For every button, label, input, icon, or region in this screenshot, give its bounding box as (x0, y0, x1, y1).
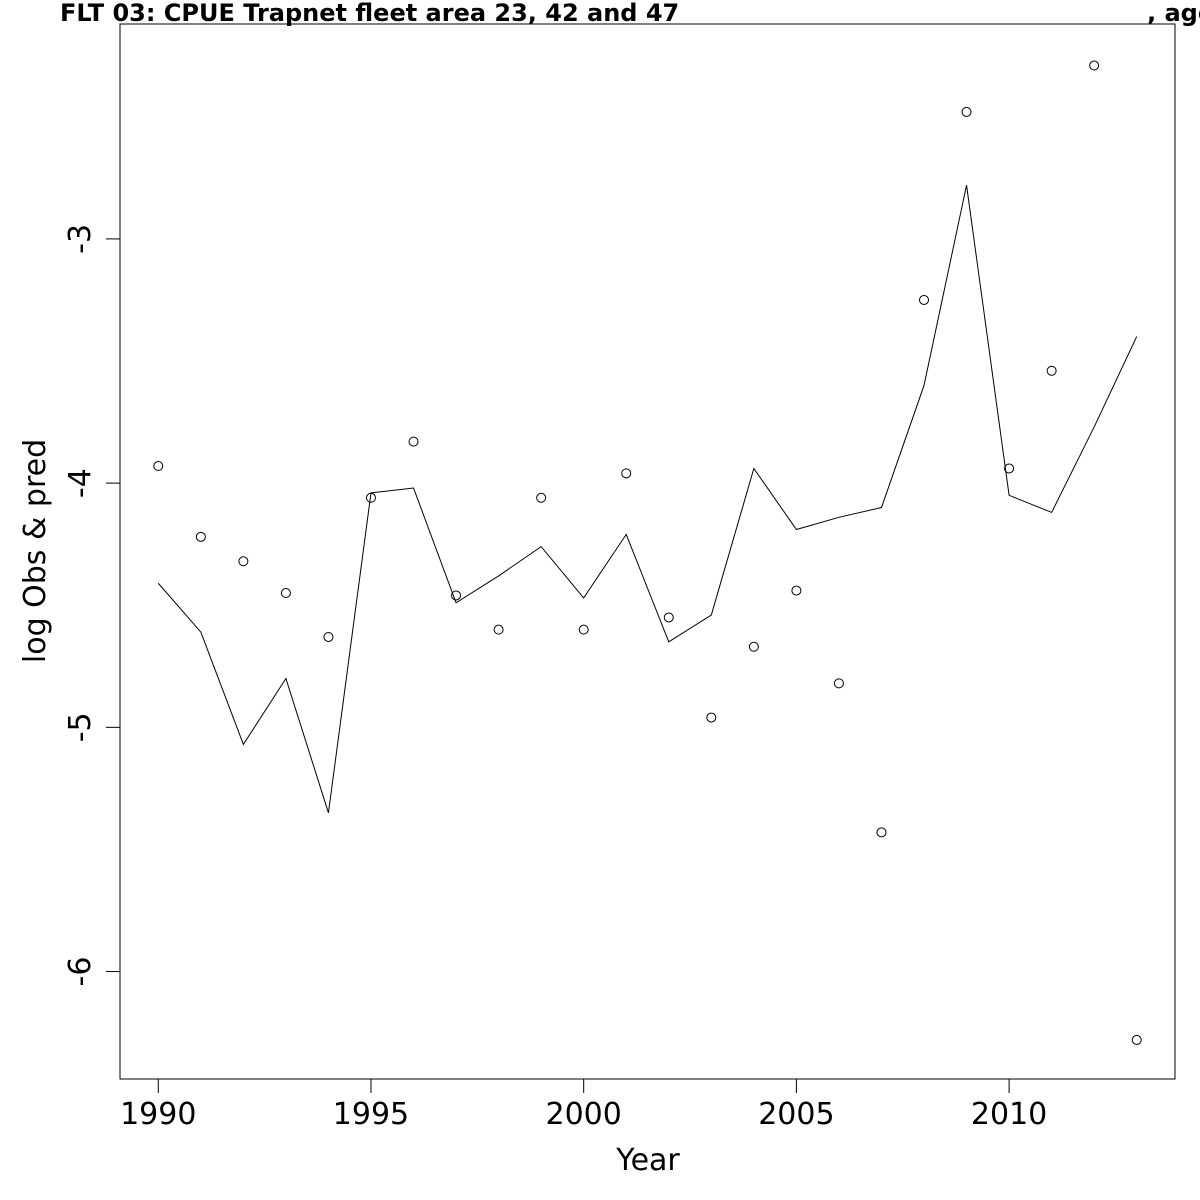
x-tick-label: 2005 (758, 1097, 834, 1132)
observed-point (238, 556, 249, 567)
y-axis: -6 -5 -4 -3 (63, 224, 121, 987)
chart-title-suffix: , age (1147, 0, 1200, 27)
observed-point (961, 106, 972, 117)
x-tick-label: 2000 (546, 1097, 622, 1132)
observed-point (1046, 365, 1057, 376)
observed-point (663, 612, 674, 623)
chart-title: FLT 03: CPUE Trapnet fleet area 23, 42 a… (60, 0, 679, 27)
observed-point (748, 641, 759, 652)
x-tick-label: 2010 (971, 1097, 1047, 1132)
observed-point (280, 588, 291, 599)
plot-area-box (119, 23, 1176, 1080)
observed-point (1131, 1034, 1142, 1045)
observed-point (195, 531, 206, 542)
plot-marks (153, 60, 1142, 1045)
observed-point (493, 624, 504, 635)
observed-point (833, 678, 844, 689)
observed-point (536, 492, 547, 503)
observed-point (578, 624, 589, 635)
y-tick-label: -3 (63, 224, 98, 254)
observed-point (706, 712, 717, 723)
x-axis-label: Year (615, 1143, 680, 1178)
y-tick-label: -4 (63, 468, 98, 498)
observed-point (1004, 463, 1015, 474)
y-axis-label: log Obs & pred (18, 439, 53, 663)
x-axis: 1990 1995 2000 2005 2010 (120, 1078, 1047, 1132)
observed-point (1089, 60, 1100, 71)
observed-point (621, 468, 632, 479)
observed-point (451, 590, 462, 601)
predicted-line (157, 185, 1138, 813)
observed-point (153, 461, 164, 472)
x-tick-label: 1990 (120, 1097, 196, 1132)
observed-point (323, 631, 334, 642)
observed-point (791, 585, 802, 596)
observed-point (919, 294, 930, 305)
y-tick-label: -6 (63, 957, 98, 987)
observed-point (408, 436, 419, 447)
observed-point (876, 827, 887, 838)
y-tick-label: -5 (63, 712, 98, 742)
x-tick-label: 1995 (333, 1097, 409, 1132)
